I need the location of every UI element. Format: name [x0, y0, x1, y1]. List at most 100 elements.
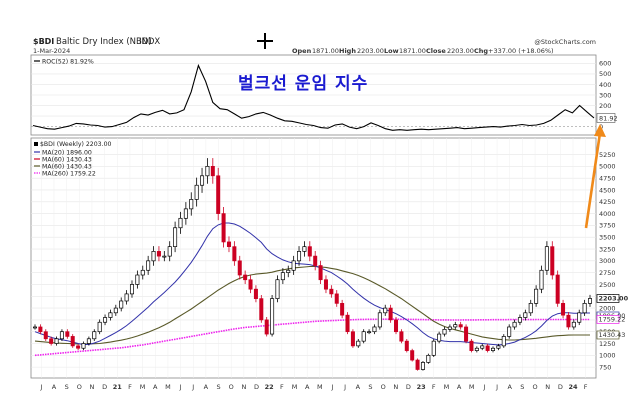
x-tick-label: O [77, 383, 82, 391]
candle [81, 341, 86, 351]
x-tick-label: A [52, 383, 57, 391]
price-tick-label: 5250 [599, 151, 616, 159]
candle [38, 324, 43, 335]
candle [420, 361, 425, 371]
x-tick-label: D [254, 383, 259, 391]
open-value: 1871.00 [312, 47, 339, 55]
roc-series [32, 63, 595, 131]
ma60-line [34, 265, 590, 345]
candle [442, 326, 447, 337]
candle [404, 339, 409, 353]
price-candles [32, 158, 593, 371]
candle [571, 319, 576, 330]
candle [286, 265, 291, 278]
x-tick-label: D [406, 383, 411, 391]
candle [323, 275, 328, 294]
candle [534, 285, 539, 307]
candle [555, 270, 560, 307]
candle [464, 324, 469, 344]
candle [318, 260, 323, 285]
candle [259, 294, 264, 323]
x-tick-label: S [520, 383, 524, 391]
price-gridlines [31, 138, 596, 378]
candle [124, 290, 129, 305]
candle [43, 329, 48, 342]
candle [216, 167, 221, 221]
candle [226, 236, 231, 253]
price-tick-label: 4500 [599, 186, 616, 194]
high-label: High [339, 47, 356, 55]
candle [253, 285, 258, 303]
x-tick-label: 21 [113, 383, 123, 391]
candle [410, 348, 415, 362]
chart-source: @StockCharts.com [534, 38, 596, 46]
roc-tick-label: 500 [599, 70, 611, 78]
x-tick-label: M [292, 383, 298, 391]
candle [469, 339, 474, 353]
roc-tick-label: 600 [599, 60, 611, 68]
price-tick-label: 3000 [599, 257, 616, 265]
x-tick-label: M [165, 383, 171, 391]
roc-tick-label: 200 [599, 102, 611, 110]
candle [129, 280, 134, 298]
x-tick-label: S [216, 383, 220, 391]
candle [270, 294, 275, 337]
candle [275, 275, 280, 303]
candle [512, 319, 517, 330]
ma260-series [34, 318, 590, 357]
candle [243, 270, 248, 285]
candle [248, 275, 253, 294]
candle [113, 304, 118, 316]
price-tick-label: 1000 [599, 352, 616, 360]
candle [76, 343, 81, 351]
candle [232, 241, 237, 266]
candle [361, 329, 366, 344]
ma20-series [34, 222, 590, 346]
x-tick-label: S [65, 383, 69, 391]
price-tick-label: 2750 [599, 269, 616, 277]
candle [491, 346, 496, 353]
candle [480, 343, 485, 351]
candle [377, 309, 382, 330]
price-right-label: 1759.22 [599, 316, 626, 324]
x-axis: J A S O N D 21 F M A M J J A S O N D 22 F M A M J J A S O N D 23 F M A M J J… [39, 383, 587, 391]
x-tick-label: A [457, 383, 462, 391]
roc-current-value: 81.92 [596, 113, 618, 123]
close-label: Close [426, 47, 446, 55]
candle [587, 294, 593, 307]
price-right-box [596, 330, 620, 340]
x-tick-label: J [191, 383, 194, 391]
x-tick-label: O [381, 383, 386, 391]
candle [119, 297, 124, 312]
price-right-label: 1430.43 [599, 331, 626, 339]
crosshair-cursor-icon [257, 33, 273, 49]
legend-ma60-red-label: MA(60) 1430.43 [42, 157, 92, 164]
low-value: 1871.00 [399, 47, 426, 55]
candle [437, 331, 442, 344]
legend-price-label: $BDI (Weekly) 2203.00 [40, 141, 112, 148]
chg-value: +337.00 (+18.06%) [488, 47, 554, 55]
chart-exchange: INDX [139, 37, 160, 47]
ohlc-readout: Open 1871.00 High 2203.00 Low 1871.00 Cl… [292, 47, 554, 55]
chg-label: Chg [474, 47, 488, 55]
x-tick-label: O [532, 383, 537, 391]
x-tick-label: 23 [417, 383, 426, 391]
candle [291, 255, 296, 275]
legend-ma20-label: MA(20) 1896.00 [42, 150, 92, 157]
x-tick-label: M [317, 383, 323, 391]
candle [550, 241, 555, 280]
price-legend: $BDI (Weekly) 2203.00 MA(20) 1896.00 MA(… [34, 141, 112, 178]
candle [59, 329, 64, 342]
candle [517, 314, 522, 326]
candle [577, 309, 582, 326]
roc-legend: ROC(52) 81.92% [34, 59, 94, 66]
high-value: 2203.00 [357, 47, 384, 55]
candle [507, 324, 512, 339]
candle [146, 255, 151, 275]
x-tick-label: F [128, 383, 132, 391]
candle [49, 336, 54, 346]
candle [345, 312, 350, 335]
price-tick-label: 2000 [599, 304, 616, 312]
